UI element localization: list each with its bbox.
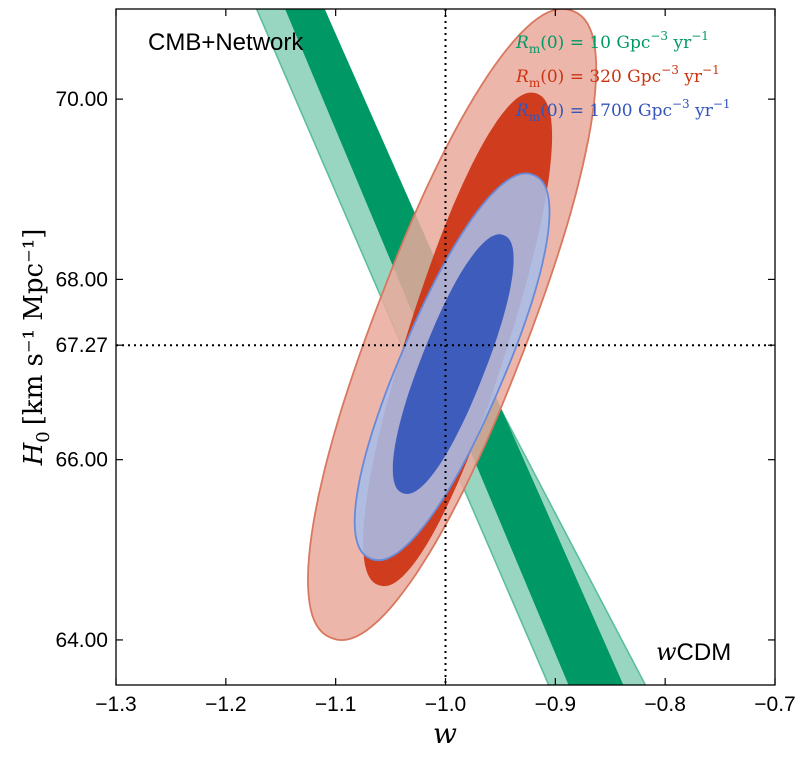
x-tick-label: −0.9	[535, 693, 576, 716]
panel-label: CMB+Network	[148, 29, 304, 56]
y-axis: 64.00 66.00 67.27 68.00 70.00	[55, 88, 775, 652]
x-tick-label: −0.7	[754, 693, 795, 716]
legend: Rm(0) = 10 Gpc−3 yr−1 Rm(0) = 320 Gpc−3 y…	[515, 29, 731, 124]
x-tick-label: −1.1	[315, 693, 356, 716]
y-tick-label: 66.00	[55, 449, 108, 472]
x-axis: −1.3 −1.2 −1.1 −1.0 −0.9 −0.8 −0.7	[95, 9, 796, 716]
legend-entry: Rm(0) = 1700 Gpc−3 yr−1	[515, 97, 731, 124]
y-tick-label: 67.27	[55, 334, 108, 357]
y-tick-label: 68.00	[55, 268, 108, 291]
x-tick-label: −1.2	[205, 693, 246, 716]
contour-layer	[116, 9, 775, 685]
y-tick-label: 70.00	[55, 88, 108, 111]
contour-1700-68	[392, 234, 514, 495]
legend-entry: Rm(0) = 320 Gpc−3 yr−1	[515, 63, 720, 90]
model-label: wCDM	[656, 638, 731, 666]
y-axis-title: H0[km s⁻¹ Mpc⁻¹]	[19, 229, 54, 467]
x-axis-title: w	[433, 717, 457, 750]
legend-entry: Rm(0) = 10 Gpc−3 yr−1	[515, 29, 709, 56]
x-tick-label: −1.3	[95, 693, 136, 716]
x-tick-label: −1.0	[425, 693, 466, 716]
y-tick-label: 64.00	[55, 629, 108, 652]
svg-text:H0[km s⁻¹ Mpc⁻¹]: H0[km s⁻¹ Mpc⁻¹]	[19, 229, 54, 467]
x-tick-label: −0.8	[644, 693, 685, 716]
